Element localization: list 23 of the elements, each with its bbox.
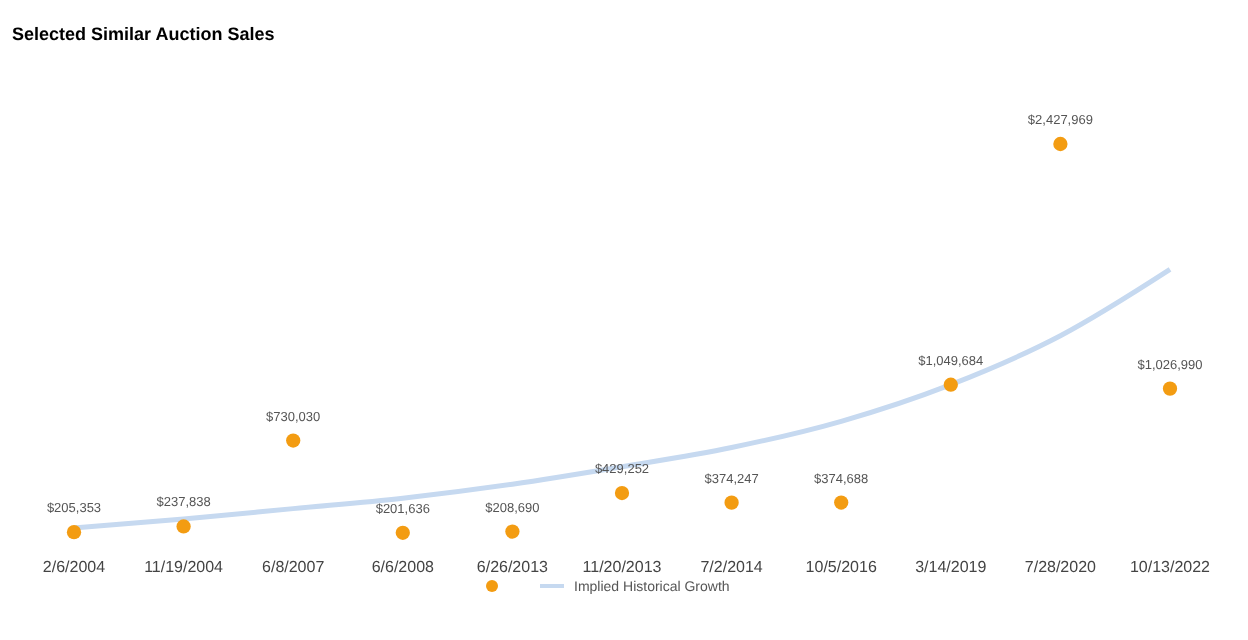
point: [724, 495, 739, 510]
point: [1053, 136, 1068, 152]
point: [66, 525, 82, 540]
x-tick-label: 7/2/2014: [700, 558, 764, 576]
x-tick-label: 6/26/2013: [476, 558, 550, 576]
point: [176, 519, 191, 534]
point: [505, 524, 520, 539]
x-tick-label: 3/14/2019: [915, 558, 988, 576]
x-tick-label: 11/19/2004: [144, 558, 225, 576]
point: [614, 485, 630, 501]
x-tick-label: 7/28/2020: [1024, 558, 1098, 576]
x-tick-label: 10/13/2022: [1129, 558, 1212, 576]
point: [834, 495, 849, 510]
x-tick-label: 6/8/2007: [262, 558, 326, 576]
point: [1162, 381, 1178, 396]
point: [395, 525, 410, 540]
x-tick-label: 2/6/2004: [42, 558, 107, 576]
chart-title: Selected Similar Auction Sales: [12, 24, 275, 44]
x-tick-label: 6/6/2008: [371, 558, 436, 576]
point: [943, 377, 958, 392]
x-tick-label: 10/5/2016: [805, 558, 878, 576]
point: [286, 433, 301, 448]
x-tick-label: 11/20/2013: [582, 558, 663, 576]
